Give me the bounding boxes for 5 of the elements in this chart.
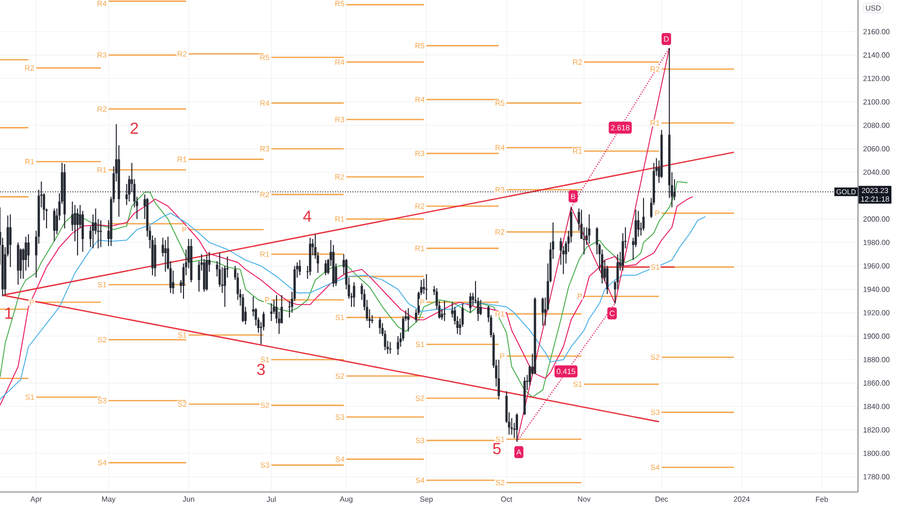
annotation: 3 [257,364,265,376]
annotation: 4 [303,210,312,222]
annotation: 5 [493,443,501,454]
annotation: 1 [5,308,12,319]
annotation: 2 [130,122,138,134]
